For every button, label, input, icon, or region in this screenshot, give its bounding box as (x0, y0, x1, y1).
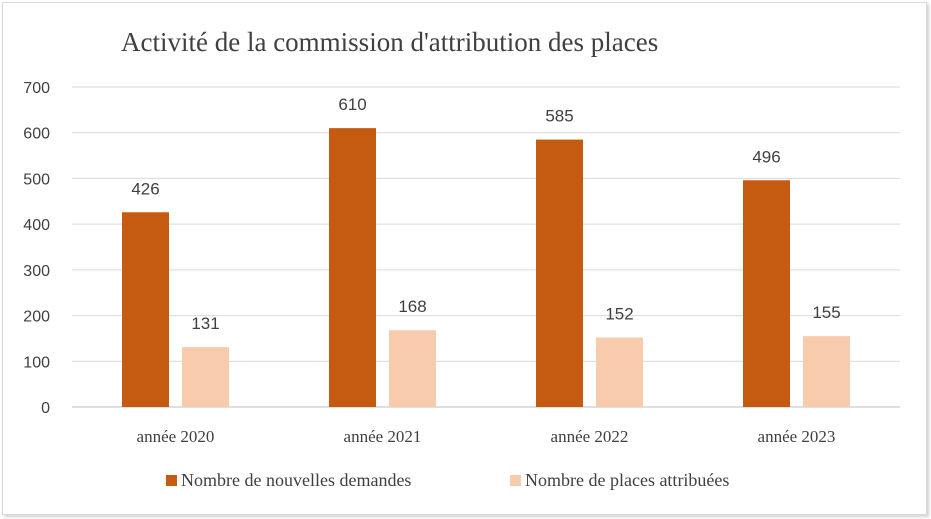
y-tick-label: 300 (23, 263, 50, 280)
bar (596, 337, 643, 407)
y-tick-label: 500 (23, 171, 50, 188)
data-label: 131 (191, 314, 219, 333)
y-tick-label: 600 (23, 126, 50, 143)
bar (536, 139, 583, 408)
x-tick-label: année 2021 (344, 427, 422, 446)
bar (743, 180, 790, 407)
bar (182, 347, 229, 407)
x-tick-label: année 2023 (758, 427, 836, 446)
legend-swatch (166, 475, 177, 486)
bar (389, 330, 436, 407)
y-tick-label: 200 (23, 309, 50, 326)
x-tick-label: année 2022 (551, 427, 629, 446)
data-label: 496 (752, 147, 780, 166)
data-label: 155 (812, 303, 840, 322)
bar (122, 212, 169, 407)
y-tick-label: 0 (41, 400, 50, 417)
y-tick-label: 400 (23, 217, 50, 234)
bar (803, 336, 850, 407)
bar (329, 128, 376, 407)
data-label: 426 (131, 179, 159, 198)
chart-title: Activité de la commission d'attribution … (121, 27, 659, 57)
legend-swatch (510, 475, 521, 486)
legend-label: Nombre de places attribuées (525, 470, 729, 490)
data-label: 168 (398, 297, 426, 316)
y-tick-label: 700 (23, 80, 50, 97)
x-tick-label: année 2020 (137, 427, 215, 446)
data-label: 152 (605, 305, 633, 324)
data-label: 610 (338, 95, 366, 114)
legend-label: Nombre de nouvelles demandes (181, 470, 411, 490)
y-tick-label: 100 (23, 354, 50, 371)
data-label: 585 (545, 107, 573, 126)
